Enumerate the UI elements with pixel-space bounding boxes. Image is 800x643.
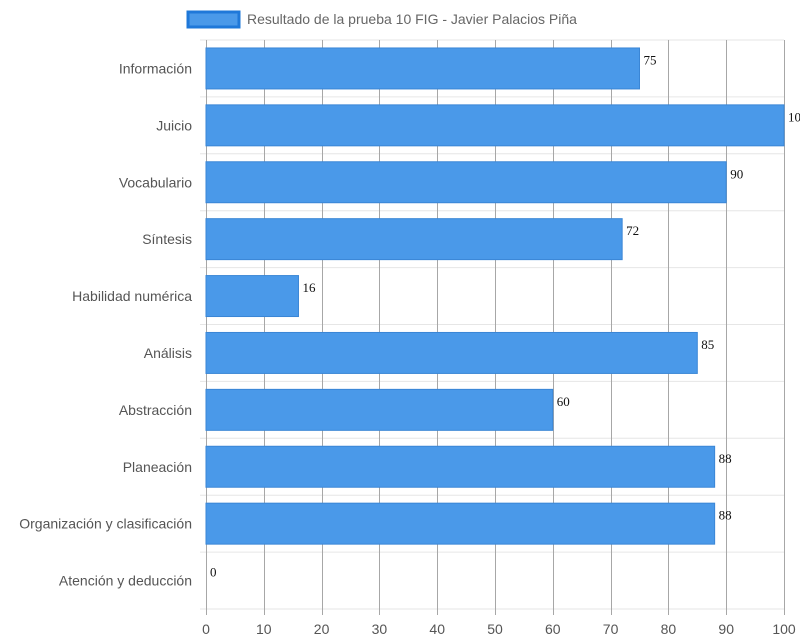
category-label: Abstracción (119, 402, 192, 418)
category-label: Vocabulario (119, 174, 192, 190)
bar[interactable] (205, 161, 727, 204)
legend-swatch (186, 10, 241, 29)
bars (205, 47, 785, 545)
x-tick-label: 60 (545, 621, 561, 637)
category-label: Análisis (144, 345, 192, 361)
category-labels: Información Juicio Vocabulario Síntesis Habi… (19, 60, 192, 588)
data-label: 60 (557, 394, 570, 409)
category-label: Habilidad numérica (72, 288, 192, 304)
legend[interactable]: Resultado de la prueba 10 FIG - Javier P… (186, 10, 577, 29)
x-tick-label: 80 (661, 621, 677, 637)
x-tick-label: 70 (603, 621, 619, 637)
data-label: 75 (644, 52, 657, 67)
bar[interactable] (205, 275, 299, 318)
category-label: Síntesis (142, 231, 192, 247)
x-tick-label: 0 (202, 621, 210, 637)
bar[interactable] (205, 388, 554, 431)
x-tick-label: 20 (314, 621, 330, 637)
data-label: 88 (719, 451, 732, 466)
data-label: 90 (730, 166, 743, 181)
data-labels: 75 100 90 72 16 85 60 88 88 0 (210, 52, 800, 579)
bar[interactable] (205, 502, 716, 545)
x-tick-label: 30 (372, 621, 388, 637)
data-label: 0 (210, 565, 217, 580)
category-label: Organización y clasificación (19, 516, 192, 532)
bar[interactable] (205, 445, 716, 488)
x-tick-label: 90 (718, 621, 734, 637)
data-label: 72 (626, 223, 639, 238)
x-tick-label: 100 (772, 621, 796, 637)
bar[interactable] (205, 104, 785, 147)
category-label: Juicio (156, 117, 192, 133)
category-label: Planeación (123, 459, 192, 475)
x-tick-label: 10 (256, 621, 272, 637)
category-label: Información (119, 60, 192, 76)
data-label: 88 (719, 508, 732, 523)
data-label: 100 (788, 109, 800, 124)
x-tick-label: 50 (487, 621, 503, 637)
bar[interactable] (205, 47, 640, 90)
category-label: Atención y deducción (59, 573, 192, 589)
data-label: 85 (701, 337, 714, 352)
x-tick-label: 40 (429, 621, 445, 637)
bar[interactable] (205, 218, 623, 261)
legend-label: Resultado de la prueba 10 FIG - Javier P… (247, 11, 577, 27)
bar[interactable] (205, 331, 698, 374)
data-label: 16 (302, 280, 316, 295)
x-axis-tick-labels: 0 10 20 30 40 50 60 70 80 90 100 (202, 621, 796, 637)
